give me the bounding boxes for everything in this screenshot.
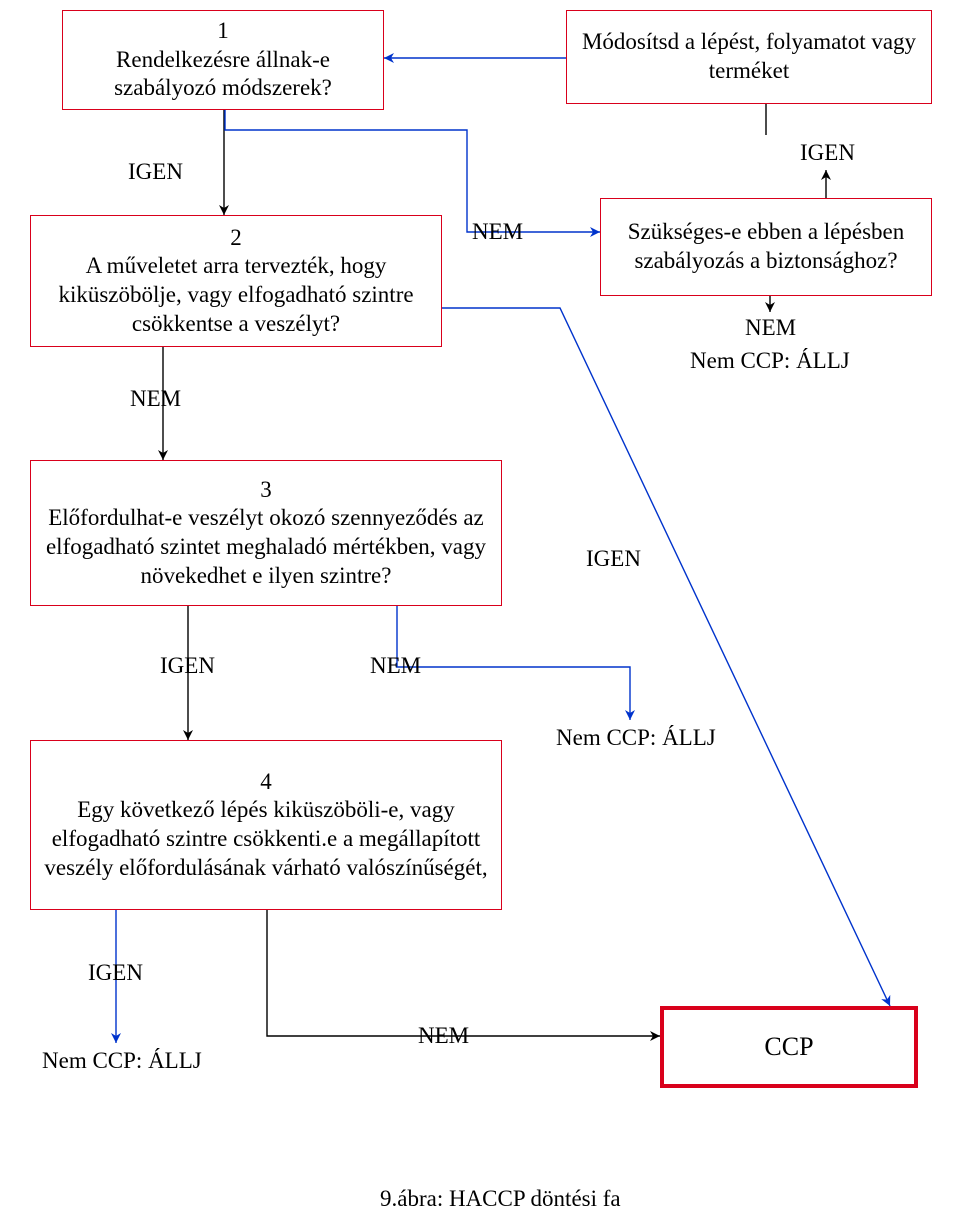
node-q3-text: Előfordulhat-e veszélyt okozó szennyeződ… — [39, 504, 493, 590]
node-q4: 4 Egy következő lépés kiküszöböli-e, vag… — [30, 740, 502, 910]
node-q4-text: Egy következő lépés kiküszöböli-e, vagy … — [39, 796, 493, 882]
node-q3-number: 3 — [260, 476, 272, 505]
node-ccp-text: CCP — [764, 1032, 813, 1062]
node-q4-number: 4 — [260, 768, 272, 797]
label-igen-q2: IGEN — [586, 546, 641, 572]
node-q2-number: 2 — [230, 224, 242, 253]
node-modify: Módosítsd a lépést, folyamatot vagy term… — [566, 10, 932, 104]
label-nem-q2: NEM — [130, 386, 181, 412]
node-q2: 2 A műveletet arra tervezték, hogy kiküs… — [30, 215, 442, 347]
flowchart-canvas: 1 Rendelkezésre állnak-e szabályozó móds… — [0, 0, 960, 1228]
figure-caption: 9.ábra: HACCP döntési fa — [380, 1186, 621, 1212]
node-q1: 1 Rendelkezésre állnak-e szabályozó móds… — [62, 10, 384, 110]
label-nem-q4: NEM — [418, 1023, 469, 1049]
node-q2-text: A műveletet arra tervezték, hogy kiküszö… — [39, 252, 433, 338]
label-igen-q4: IGEN — [88, 960, 143, 986]
label-nem-q3: NEM — [370, 653, 421, 679]
label-nemccp-q3: Nem CCP: ÁLLJ — [556, 725, 716, 751]
label-nemccp-q4: Nem CCP: ÁLLJ — [42, 1048, 202, 1074]
label-igen-modify: IGEN — [800, 140, 855, 166]
node-q1-number: 1 — [217, 17, 229, 46]
edge-b2-igen-to-ccp — [442, 308, 890, 1006]
label-nem-need: NEM — [745, 315, 796, 341]
edge-b1-nem-to-need — [225, 110, 600, 232]
label-igen-q1: IGEN — [128, 159, 183, 185]
node-modify-text: Módosítsd a lépést, folyamatot vagy term… — [575, 28, 923, 86]
node-q3: 3 Előfordulhat-e veszélyt okozó szennyez… — [30, 460, 502, 606]
node-need-control: Szükséges-e ebben a lépésben szabályozás… — [600, 198, 932, 296]
edge-b3-nem-to-nemccp — [397, 606, 630, 720]
label-igen-q3: IGEN — [160, 653, 215, 679]
node-need-control-text: Szükséges-e ebben a lépésben szabályozás… — [609, 218, 923, 276]
label-nem-q1: NEM — [472, 219, 523, 245]
node-ccp: CCP — [660, 1006, 918, 1088]
node-q1-text: Rendelkezésre állnak-e szabályozó módsze… — [71, 46, 375, 104]
label-nemccp-need: Nem CCP: ÁLLJ — [690, 348, 850, 374]
edge-b4-nem-to-ccp — [267, 910, 660, 1036]
